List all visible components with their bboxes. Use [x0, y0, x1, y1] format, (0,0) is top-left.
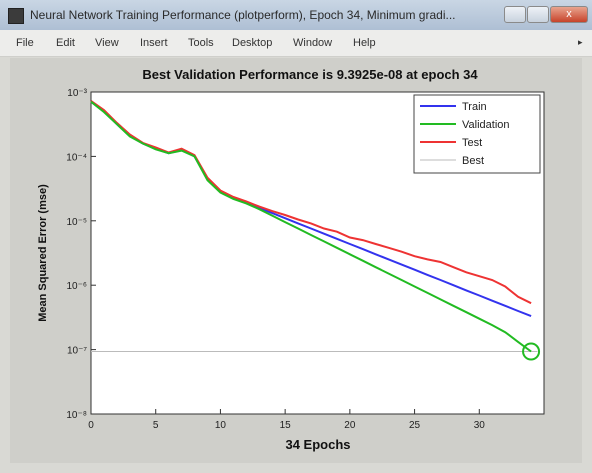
window-title: Neural Network Training Performance (plo… — [30, 8, 456, 22]
menu-bar: File Edit View Insert Tools Desktop Wind… — [0, 30, 592, 57]
y-axis-label: Mean Squared Error (mse) — [37, 184, 49, 322]
minimize-button[interactable] — [504, 6, 526, 23]
x-tick-label: 20 — [344, 420, 356, 431]
legend: Train Validation Test Best — [414, 95, 540, 173]
legend-label-train: Train — [462, 101, 487, 113]
menu-help[interactable]: Help — [353, 37, 376, 49]
legend-label-test: Test — [462, 137, 482, 149]
y-tick-label: 10⁻⁸ — [66, 410, 87, 421]
chart-title: Best Validation Performance is 9.3925e-0… — [142, 67, 478, 82]
menu-edit[interactable]: Edit — [56, 37, 75, 49]
x-tick-label: 25 — [409, 420, 421, 431]
close-button[interactable]: x — [550, 6, 588, 23]
y-tick-label: 10⁻⁵ — [66, 217, 87, 228]
performance-chart: Best Validation Performance is 9.3925e-0… — [10, 58, 582, 463]
figure-canvas: Best Validation Performance is 9.3925e-0… — [10, 58, 582, 463]
menu-insert[interactable]: Insert — [140, 37, 168, 49]
matlab-figure-icon — [8, 8, 24, 24]
menu-window[interactable]: Window — [293, 37, 332, 49]
x-tick-label: 0 — [88, 420, 94, 431]
menu-overflow-icon[interactable]: ▸ — [578, 37, 583, 48]
y-tick-label: 10⁻³ — [67, 88, 87, 99]
x-axis-label: 34 Epochs — [285, 437, 350, 452]
title-bar[interactable]: Neural Network Training Performance (plo… — [0, 0, 592, 30]
x-tick-label: 15 — [280, 420, 292, 431]
x-tick-label: 30 — [474, 420, 486, 431]
x-tick-label: 5 — [153, 420, 159, 431]
menu-view[interactable]: View — [95, 37, 119, 49]
legend-label-best: Best — [462, 155, 484, 167]
y-tick-label: 10⁻⁶ — [66, 281, 87, 292]
legend-label-validation: Validation — [462, 119, 510, 131]
maximize-button[interactable] — [527, 6, 549, 23]
menu-desktop[interactable]: Desktop — [232, 37, 272, 49]
y-tick-label: 10⁻⁷ — [67, 346, 87, 357]
y-tick-label: 10⁻⁴ — [66, 152, 87, 163]
menu-file[interactable]: File — [16, 37, 34, 49]
x-tick-label: 10 — [215, 420, 227, 431]
menu-tools[interactable]: Tools — [188, 37, 214, 49]
